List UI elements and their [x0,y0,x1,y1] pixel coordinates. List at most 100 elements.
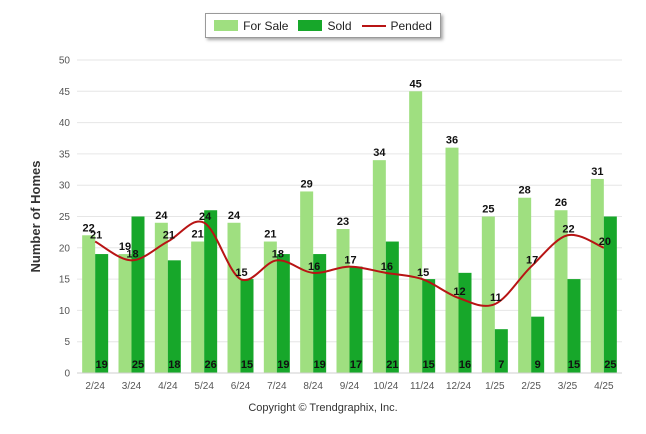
y-tick-label-4: 20 [59,243,71,254]
chart-legend: For Sale Sold Pended [205,13,441,38]
y-tick-label-2: 10 [59,306,71,317]
label-for-sale-6: 29 [301,178,313,190]
bar-for-sale-3 [191,241,205,373]
label-sold-14: 25 [604,359,616,371]
label-sold-9: 15 [423,359,435,371]
label-sold-12: 9 [535,359,541,371]
bar-sold-0 [95,254,109,373]
legend-swatch-sold [298,20,323,31]
label-for-sale-1: 19 [119,241,131,253]
label-for-sale-13: 26 [555,197,567,209]
label-for-sale-8: 34 [373,147,386,159]
label-pended-13: 22 [562,223,574,235]
label-pended-11: 11 [490,292,502,304]
label-sold-1: 25 [132,359,144,371]
bar-sold-1 [131,216,145,373]
y-tick-label-3: 15 [59,275,71,286]
label-sold-4: 15 [241,359,253,371]
x-tick-label-13: 3/25 [558,381,578,392]
bar-for-sale-13 [554,210,568,373]
bar-for-sale-6 [300,191,314,373]
legend-line-pended [361,24,386,27]
x-tick-label-4: 6/24 [231,381,251,392]
label-for-sale-10: 36 [446,135,458,147]
label-sold-0: 19 [96,359,108,371]
label-for-sale-5: 21 [264,229,276,241]
y-tick-label-8: 40 [59,118,71,129]
x-tick-label-0: 2/24 [85,381,105,392]
label-pended-12: 17 [526,255,538,267]
bar-sold-13 [567,279,581,373]
label-for-sale-2: 24 [155,210,168,222]
label-for-sale-4: 24 [228,210,241,222]
x-tick-label-2: 4/24 [158,381,178,392]
label-for-sale-0: 22 [83,222,95,234]
x-tick-label-7: 9/24 [340,381,360,392]
x-tick-label-5: 7/24 [267,381,287,392]
bar-for-sale-5 [263,241,277,373]
legend-label-pended: Pended [390,18,432,33]
legend-item-sold[interactable]: Sold [298,19,352,33]
bar-for-sale-4 [227,222,241,373]
y-tick-label-1: 5 [64,337,70,348]
label-sold-2: 18 [168,359,180,371]
bar-sold-5 [276,254,290,373]
bar-for-sale-10 [445,147,459,373]
y-tick-label-7: 35 [59,149,71,160]
bar-sold-7 [349,266,363,373]
label-pended-1: 18 [126,248,138,260]
label-pended-7: 17 [344,255,356,267]
bar-sold-4 [240,279,254,373]
label-for-sale-3: 21 [192,229,204,241]
label-for-sale-9: 45 [410,78,422,90]
bar-sold-6 [313,254,327,373]
bar-for-sale-11 [481,216,495,373]
label-sold-3: 26 [205,359,217,371]
x-tick-label-14: 4/25 [594,381,614,392]
bar-for-sale-7 [336,229,350,373]
label-pended-5: 18 [272,248,284,260]
bar-sold-14 [603,216,617,373]
line-pended [94,220,605,307]
label-pended-6: 16 [308,261,320,273]
bar-sold-3 [204,210,218,373]
y-axis-title: Number of Homes [28,161,43,273]
bar-sold-9 [422,279,436,373]
label-sold-5: 19 [277,359,289,371]
x-tick-label-6: 8/24 [303,381,323,392]
x-tick-label-1: 3/24 [122,381,142,392]
label-sold-11: 7 [498,359,504,371]
label-sold-8: 21 [386,359,398,371]
y-tick-label-10: 50 [59,56,71,67]
label-for-sale-11: 25 [482,204,494,216]
x-tick-label-9: 11/24 [410,381,435,392]
label-sold-13: 15 [568,359,580,371]
legend-item-pended[interactable]: Pended [361,18,432,33]
label-sold-10: 16 [459,359,471,371]
bar-for-sale-2 [154,222,168,373]
bar-sold-12 [531,316,545,373]
bar-sold-10 [458,272,472,373]
x-tick-label-10: 12/24 [446,381,471,392]
label-pended-2: 21 [163,230,175,242]
bar-sold-11 [494,329,508,373]
y-tick-label-5: 25 [59,212,71,223]
label-pended-0: 21 [90,230,102,242]
bar-for-sale-14 [590,178,604,373]
label-for-sale-14: 31 [591,166,603,178]
legend-swatch-for-sale [214,20,239,31]
label-pended-3: 24 [199,211,212,223]
bar-for-sale-0 [82,235,96,373]
x-tick-label-3: 5/24 [194,381,214,392]
bar-sold-2 [167,260,181,373]
y-tick-label-0: 0 [64,369,70,380]
label-pended-10: 12 [453,286,465,298]
legend-item-for-sale[interactable]: For Sale [214,19,288,33]
label-sold-7: 17 [350,359,362,371]
x-tick-label-11: 1/25 [485,381,505,392]
label-pended-4: 15 [235,267,247,279]
label-pended-14: 20 [599,236,611,248]
x-tick-label-12: 2/25 [521,381,541,392]
